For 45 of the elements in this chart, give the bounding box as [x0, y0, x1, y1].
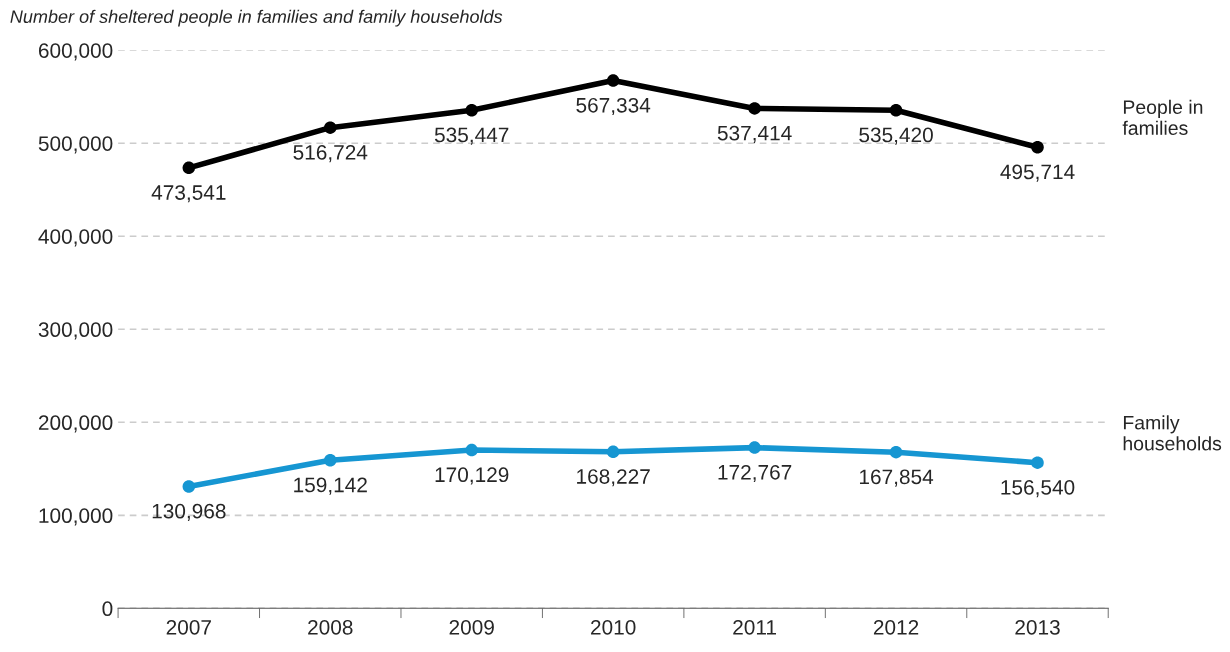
- x-tick-label: 2007: [166, 619, 211, 635]
- point: [889, 445, 903, 459]
- data-label: 156,540: [1001, 480, 1075, 498]
- point: [324, 454, 337, 467]
- point: [889, 104, 903, 117]
- point: [606, 74, 620, 87]
- y-tick-label: 300,000: [38, 322, 113, 340]
- chart-title: Number of sheltered people in families and family households: [10, 9, 503, 27]
- x-tick-label: 2009: [449, 619, 494, 635]
- x-tick-label: 2011: [733, 619, 776, 635]
- point: [465, 443, 478, 457]
- text: Family households: [1123, 415, 1222, 451]
- text: People in families: [1122, 99, 1203, 135]
- y-tick-label: 500,000: [38, 136, 113, 154]
- y-tick-label: 600,000: [38, 43, 113, 61]
- y-tick-label: 100,000: [39, 508, 113, 526]
- point: [748, 441, 761, 454]
- data-label: 473,541: [151, 185, 226, 203]
- y-tick-label: 200,000: [38, 415, 113, 433]
- data-label: 170,129: [435, 467, 509, 485]
- data-label: 537,414: [717, 125, 792, 143]
- point: [1031, 456, 1044, 469]
- data-label: 168,227: [577, 469, 650, 487]
- point: [1031, 140, 1044, 154]
- point: [182, 161, 196, 175]
- data-label: 172,767: [718, 464, 792, 483]
- data-label: 167,854: [859, 469, 934, 487]
- y-tick-label: 0: [102, 601, 113, 617]
- x-tick-label: 2010: [591, 619, 636, 635]
- point: [324, 121, 337, 134]
- data-label: 130,968: [152, 503, 226, 521]
- point: [465, 104, 478, 117]
- data-label: 567,334: [576, 97, 651, 116]
- data-label: 535,447: [434, 127, 509, 145]
- x-tick-label: 2012: [873, 619, 919, 635]
- data-label: 159,142: [294, 477, 367, 495]
- point: [748, 102, 761, 115]
- data-label: 535,420: [859, 127, 933, 145]
- point: [606, 445, 620, 459]
- x-tick-label: 2013: [1015, 619, 1060, 635]
- point: [182, 480, 196, 493]
- y-tick-label: 400,000: [38, 229, 113, 247]
- data-label: 516,724: [293, 144, 368, 163]
- data-label: 495,714: [1000, 164, 1075, 182]
- x-tick-label: 2008: [308, 619, 353, 635]
